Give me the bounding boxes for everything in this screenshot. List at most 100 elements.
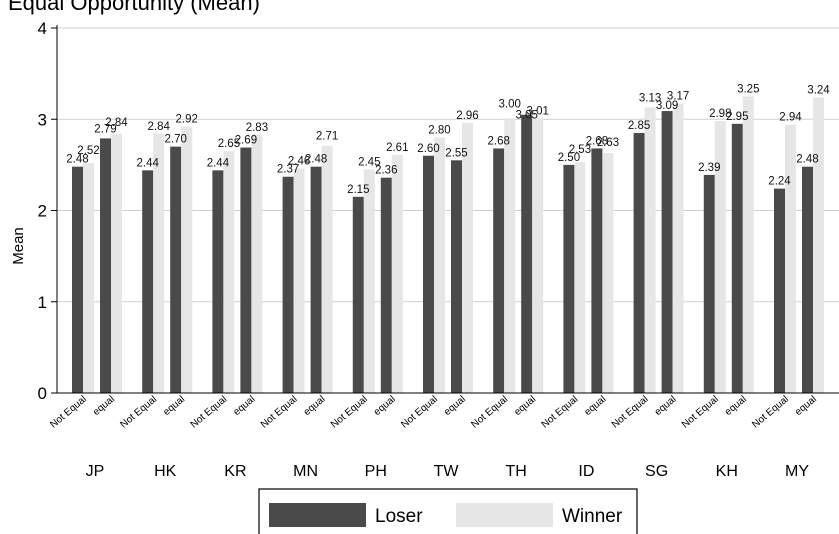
value-label-hk-equal-winner: 2.92 (176, 114, 198, 126)
x-sub-label-my-equal: equal (793, 394, 819, 418)
x-sub-label-my-not-equal: Not Equal (750, 394, 791, 431)
bar-jp-equal-loser (100, 138, 111, 393)
bar-th-equal-winner (532, 118, 544, 394)
value-label-tw-equal-loser: 2.55 (445, 147, 467, 159)
x-sub-label-tw-equal: equal (442, 394, 468, 418)
value-label-kh-not-equal-loser: 2.39 (698, 162, 720, 174)
bar-tw-not-equal-winner (434, 137, 445, 393)
bar-kh-not-equal-winner (714, 121, 726, 393)
x-sub-label-jp-equal: equal (91, 394, 117, 418)
bar-ph-not-equal-loser (352, 196, 364, 393)
bar-sg-equal-loser (661, 111, 673, 393)
value-label-kr-not-equal-loser: 2.44 (207, 157, 230, 169)
value-label-th-equal-loser: 3.05 (516, 110, 538, 122)
value-label-tw-not-equal-winner: 2.80 (428, 125, 450, 137)
bar-sg-equal-winner (672, 103, 684, 394)
value-label-ph-not-equal-loser: 2.15 (347, 184, 369, 196)
x-sub-label-jp-not-equal: Not Equal (48, 394, 89, 431)
bar-hk-not-equal-winner (153, 133, 165, 393)
x-group-label-th: TH (506, 463, 527, 480)
legend-label-loser: Loser (375, 506, 423, 527)
bar-ph-equal-winner (391, 154, 403, 393)
y-tick-label-4: 4 (38, 19, 47, 38)
y-tick-label-3: 3 (38, 110, 47, 129)
value-label-id-equal-loser: 2.68 (586, 135, 608, 147)
bars (72, 96, 824, 394)
value-label-hk-not-equal-loser: 2.44 (137, 157, 160, 169)
value-label-jp-equal-loser: 2.79 (94, 123, 116, 135)
value-labels: 2.482.522.792.842.442.842.702.922.442.65… (66, 83, 830, 195)
bar-kh-not-equal-loser (703, 174, 715, 393)
bar-id-equal-winner (602, 153, 614, 393)
legend: Loser Winner (258, 488, 638, 534)
bar-mn-not-equal-loser (282, 176, 294, 393)
value-label-tw-not-equal-loser: 2.60 (417, 143, 439, 155)
bar-hk-equal-loser (170, 146, 182, 393)
value-label-jp-not-equal-winner: 2.52 (77, 145, 99, 157)
value-label-kh-not-equal-winner: 2.98 (709, 108, 731, 120)
x-group-label-id: ID (578, 463, 594, 480)
bar-jp-equal-winner (111, 133, 122, 393)
bar-tw-equal-loser (451, 160, 462, 393)
chart-title: Equal Opportunity (Mean) (8, 0, 260, 15)
value-label-th-not-equal-winner: 3.00 (499, 98, 521, 110)
bar-sg-not-equal-winner (644, 107, 656, 393)
value-label-hk-equal-loser: 2.70 (165, 134, 187, 146)
x-sub-label-ph-equal: equal (372, 394, 398, 418)
x-sub-label-hk-equal: equal (161, 394, 187, 418)
value-label-mn-not-equal-loser: 2.37 (277, 164, 299, 176)
value-label-id-not-equal-loser: 2.50 (558, 152, 580, 164)
x-sub-label-kh-not-equal: Not Equal (680, 394, 721, 431)
y-axis-label: Mean (10, 227, 27, 265)
bar-my-not-equal-winner (785, 124, 796, 393)
x-group-label-mn: MN (293, 463, 318, 480)
bar-jp-not-equal-loser (72, 166, 83, 393)
legend-label-winner: Winner (562, 506, 623, 527)
value-label-kr-equal-winner: 2.83 (246, 122, 268, 134)
value-label-mn-equal-winner: 2.71 (316, 131, 338, 143)
bar-th-not-equal-loser (493, 148, 505, 393)
value-label-mn-not-equal-winner: 2.46 (288, 156, 310, 168)
y-tick-label-2: 2 (38, 202, 47, 221)
x-sub-label-kr-equal: equal (232, 394, 258, 418)
x-sub-label-th-equal: equal (512, 394, 538, 418)
bar-id-not-equal-winner (574, 162, 586, 393)
x-sub-label-mn-not-equal: Not Equal (259, 394, 300, 431)
value-label-kh-equal-loser: 2.95 (726, 111, 748, 123)
value-label-kr-not-equal-winner: 2.65 (218, 138, 240, 150)
x-sub-label-sg-not-equal: Not Equal (610, 394, 651, 431)
bar-tw-not-equal-loser (423, 155, 434, 393)
x-sub-label-sg-equal: equal (653, 394, 679, 418)
bar-id-equal-loser (591, 148, 603, 393)
value-label-kr-equal-loser: 2.69 (235, 135, 257, 147)
x-sub-label-th-not-equal: Not Equal (469, 394, 510, 431)
value-label-ph-not-equal-winner: 2.45 (358, 156, 380, 168)
value-label-kh-equal-winner: 3.25 (737, 83, 759, 95)
x-group-label-kh: KH (716, 463, 738, 480)
value-label-th-not-equal-loser: 2.68 (488, 135, 510, 147)
bar-tw-equal-winner (462, 122, 473, 394)
x-sub-label-tw-not-equal: Not Equal (399, 394, 440, 431)
x-group-label-sg: SG (645, 463, 668, 480)
x-sub-label-id-not-equal: Not Equal (540, 394, 581, 431)
bar-hk-not-equal-loser (142, 170, 154, 393)
bar-mn-equal-loser (310, 166, 322, 393)
bar-sg-not-equal-loser (633, 132, 645, 393)
value-label-th-equal-winner: 3.01 (527, 105, 549, 117)
bar-th-not-equal-winner (504, 119, 516, 393)
bar-kh-equal-loser (731, 123, 743, 393)
x-group-label-ph: PH (365, 463, 387, 480)
bar-jp-not-equal-winner (83, 163, 94, 393)
value-label-id-not-equal-winner: 2.53 (569, 144, 591, 156)
x-sub-label-hk-not-equal: Not Equal (118, 394, 159, 431)
value-label-sg-equal-winner: 3.17 (667, 91, 689, 103)
value-label-mn-equal-loser: 2.48 (305, 154, 327, 166)
bar-kr-equal-loser (240, 147, 252, 393)
value-label-my-equal-winner: 3.24 (807, 84, 830, 96)
x-sub-label-id-equal: equal (583, 394, 609, 418)
value-label-jp-not-equal-loser: 2.48 (66, 154, 88, 166)
x-group-label-hk: HK (154, 463, 177, 480)
value-label-hk-not-equal-winner: 2.84 (148, 121, 171, 133)
x-group-label-tw: TW (434, 463, 460, 480)
